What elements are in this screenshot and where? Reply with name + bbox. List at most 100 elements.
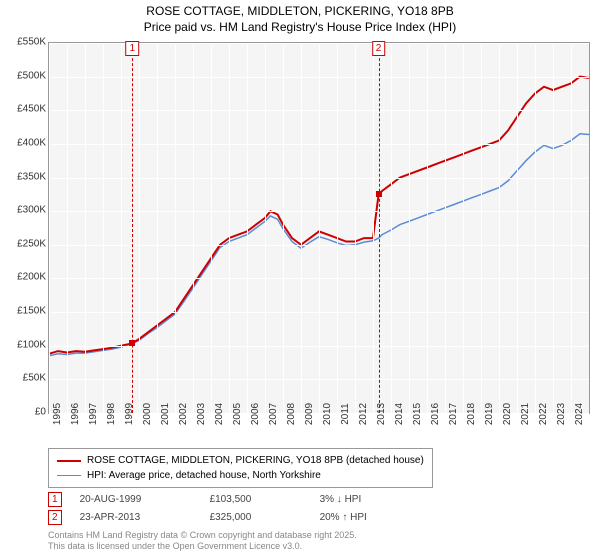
gridline-v bbox=[355, 43, 356, 413]
gridline-v bbox=[481, 43, 482, 413]
xtick-label: 1998 bbox=[106, 403, 117, 425]
sale-badge: 1 bbox=[48, 492, 62, 507]
xtick-label: 2017 bbox=[448, 403, 459, 425]
ytick-label: £300K bbox=[17, 205, 46, 216]
gridline-v bbox=[85, 43, 86, 413]
legend: ROSE COTTAGE, MIDDLETON, PICKERING, YO18… bbox=[48, 448, 433, 488]
gridline-v bbox=[571, 43, 572, 413]
gridline-v bbox=[229, 43, 230, 413]
xtick-label: 2019 bbox=[484, 403, 495, 425]
gridline-v bbox=[391, 43, 392, 413]
ytick-label: £450K bbox=[17, 104, 46, 115]
gridline-v bbox=[175, 43, 176, 413]
sale-price: £103,500 bbox=[210, 494, 320, 505]
footer-line1: Contains HM Land Registry data © Crown c… bbox=[48, 530, 357, 541]
gridline-v bbox=[193, 43, 194, 413]
gridline-v bbox=[67, 43, 68, 413]
gridline-v bbox=[319, 43, 320, 413]
gridline-v bbox=[247, 43, 248, 413]
legend-swatch-property bbox=[57, 460, 81, 462]
xtick-label: 2008 bbox=[286, 403, 297, 425]
gridline-v bbox=[535, 43, 536, 413]
gridline-v bbox=[301, 43, 302, 413]
xtick-label: 2011 bbox=[340, 403, 351, 425]
ytick-label: £400K bbox=[17, 137, 46, 148]
ytick-label: £150K bbox=[17, 306, 46, 317]
legend-label-property: ROSE COTTAGE, MIDDLETON, PICKERING, YO18… bbox=[87, 453, 424, 468]
sale-date: 23-APR-2013 bbox=[80, 512, 210, 523]
xtick-label: 2018 bbox=[466, 403, 477, 425]
xtick-label: 1995 bbox=[52, 403, 63, 425]
gridline-v bbox=[517, 43, 518, 413]
sale-marker-line bbox=[132, 43, 133, 413]
xtick-label: 2002 bbox=[178, 403, 189, 425]
ytick-label: £500K bbox=[17, 70, 46, 81]
sale-diff: 3% ↓ HPI bbox=[320, 494, 420, 505]
xtick-label: 2024 bbox=[574, 403, 585, 425]
sale-marker-dot bbox=[129, 340, 135, 346]
gridline-v bbox=[103, 43, 104, 413]
sale-row: 1 20-AUG-1999£103,5003% ↓ HPI bbox=[48, 490, 420, 508]
sale-date: 20-AUG-1999 bbox=[80, 494, 210, 505]
ytick-label: £200K bbox=[17, 272, 46, 283]
chart-container: ROSE COTTAGE, MIDDLETON, PICKERING, YO18… bbox=[0, 0, 600, 560]
xtick-label: 2021 bbox=[520, 403, 531, 425]
xtick-label: 2012 bbox=[358, 403, 369, 425]
ytick-label: £0 bbox=[35, 407, 46, 418]
gridline-v bbox=[499, 43, 500, 413]
plot-area: 12 bbox=[48, 42, 590, 414]
xtick-label: 2005 bbox=[232, 403, 243, 425]
gridline-v bbox=[373, 43, 374, 413]
xtick-label: 2004 bbox=[214, 403, 225, 425]
xtick-label: 2000 bbox=[142, 403, 153, 425]
xtick-label: 2003 bbox=[196, 403, 207, 425]
footer: Contains HM Land Registry data © Crown c… bbox=[48, 530, 357, 552]
chart-title: ROSE COTTAGE, MIDDLETON, PICKERING, YO18… bbox=[0, 0, 600, 35]
xtick-label: 2014 bbox=[394, 403, 405, 425]
gridline-v bbox=[463, 43, 464, 413]
gridline-v bbox=[157, 43, 158, 413]
xtick-label: 1996 bbox=[70, 403, 81, 425]
legend-label-hpi: HPI: Average price, detached house, Nort… bbox=[87, 468, 321, 483]
xtick-label: 2010 bbox=[322, 403, 333, 425]
sale-marker-dot bbox=[376, 191, 382, 197]
footer-line2: This data is licensed under the Open Gov… bbox=[48, 541, 357, 552]
gridline-v bbox=[553, 43, 554, 413]
ytick-label: £550K bbox=[17, 37, 46, 48]
xtick-label: 2023 bbox=[556, 403, 567, 425]
sales-table: 1 20-AUG-1999£103,5003% ↓ HPI 2 23-APR-2013… bbox=[48, 490, 420, 526]
sale-marker-label: 2 bbox=[372, 41, 386, 56]
gridline-v bbox=[445, 43, 446, 413]
title-line1: ROSE COTTAGE, MIDDLETON, PICKERING, YO18… bbox=[0, 4, 600, 20]
xtick-label: 2001 bbox=[160, 403, 171, 425]
gridline-v bbox=[211, 43, 212, 413]
gridline-v bbox=[337, 43, 338, 413]
xtick-label: 1997 bbox=[88, 403, 99, 425]
gridline-v bbox=[121, 43, 122, 413]
sale-badge: 2 bbox=[48, 510, 62, 525]
xtick-label: 1999 bbox=[124, 403, 135, 425]
xtick-label: 2006 bbox=[250, 403, 261, 425]
xtick-label: 2022 bbox=[538, 403, 549, 425]
ytick-label: £100K bbox=[17, 339, 46, 350]
sale-row: 223-APR-2013£325,00020% ↑ HPI bbox=[48, 508, 420, 526]
xtick-label: 2007 bbox=[268, 403, 279, 425]
ytick-label: £350K bbox=[17, 171, 46, 182]
legend-row-hpi: HPI: Average price, detached house, Nort… bbox=[57, 468, 424, 483]
gridline-v bbox=[265, 43, 266, 413]
sale-price: £325,000 bbox=[210, 512, 320, 523]
gridline-v bbox=[283, 43, 284, 413]
sale-marker-label: 1 bbox=[126, 41, 140, 56]
gridline-v bbox=[49, 43, 50, 413]
legend-row-property: ROSE COTTAGE, MIDDLETON, PICKERING, YO18… bbox=[57, 453, 424, 468]
gridline-v bbox=[139, 43, 140, 413]
gridline-v bbox=[427, 43, 428, 413]
sale-marker-line bbox=[379, 43, 380, 413]
xtick-label: 2016 bbox=[430, 403, 441, 425]
gridline-v bbox=[409, 43, 410, 413]
title-line2: Price paid vs. HM Land Registry's House … bbox=[0, 20, 600, 36]
xtick-label: 2015 bbox=[412, 403, 423, 425]
ytick-label: £250K bbox=[17, 238, 46, 249]
xtick-label: 2020 bbox=[502, 403, 513, 425]
ytick-label: £50K bbox=[23, 373, 46, 384]
